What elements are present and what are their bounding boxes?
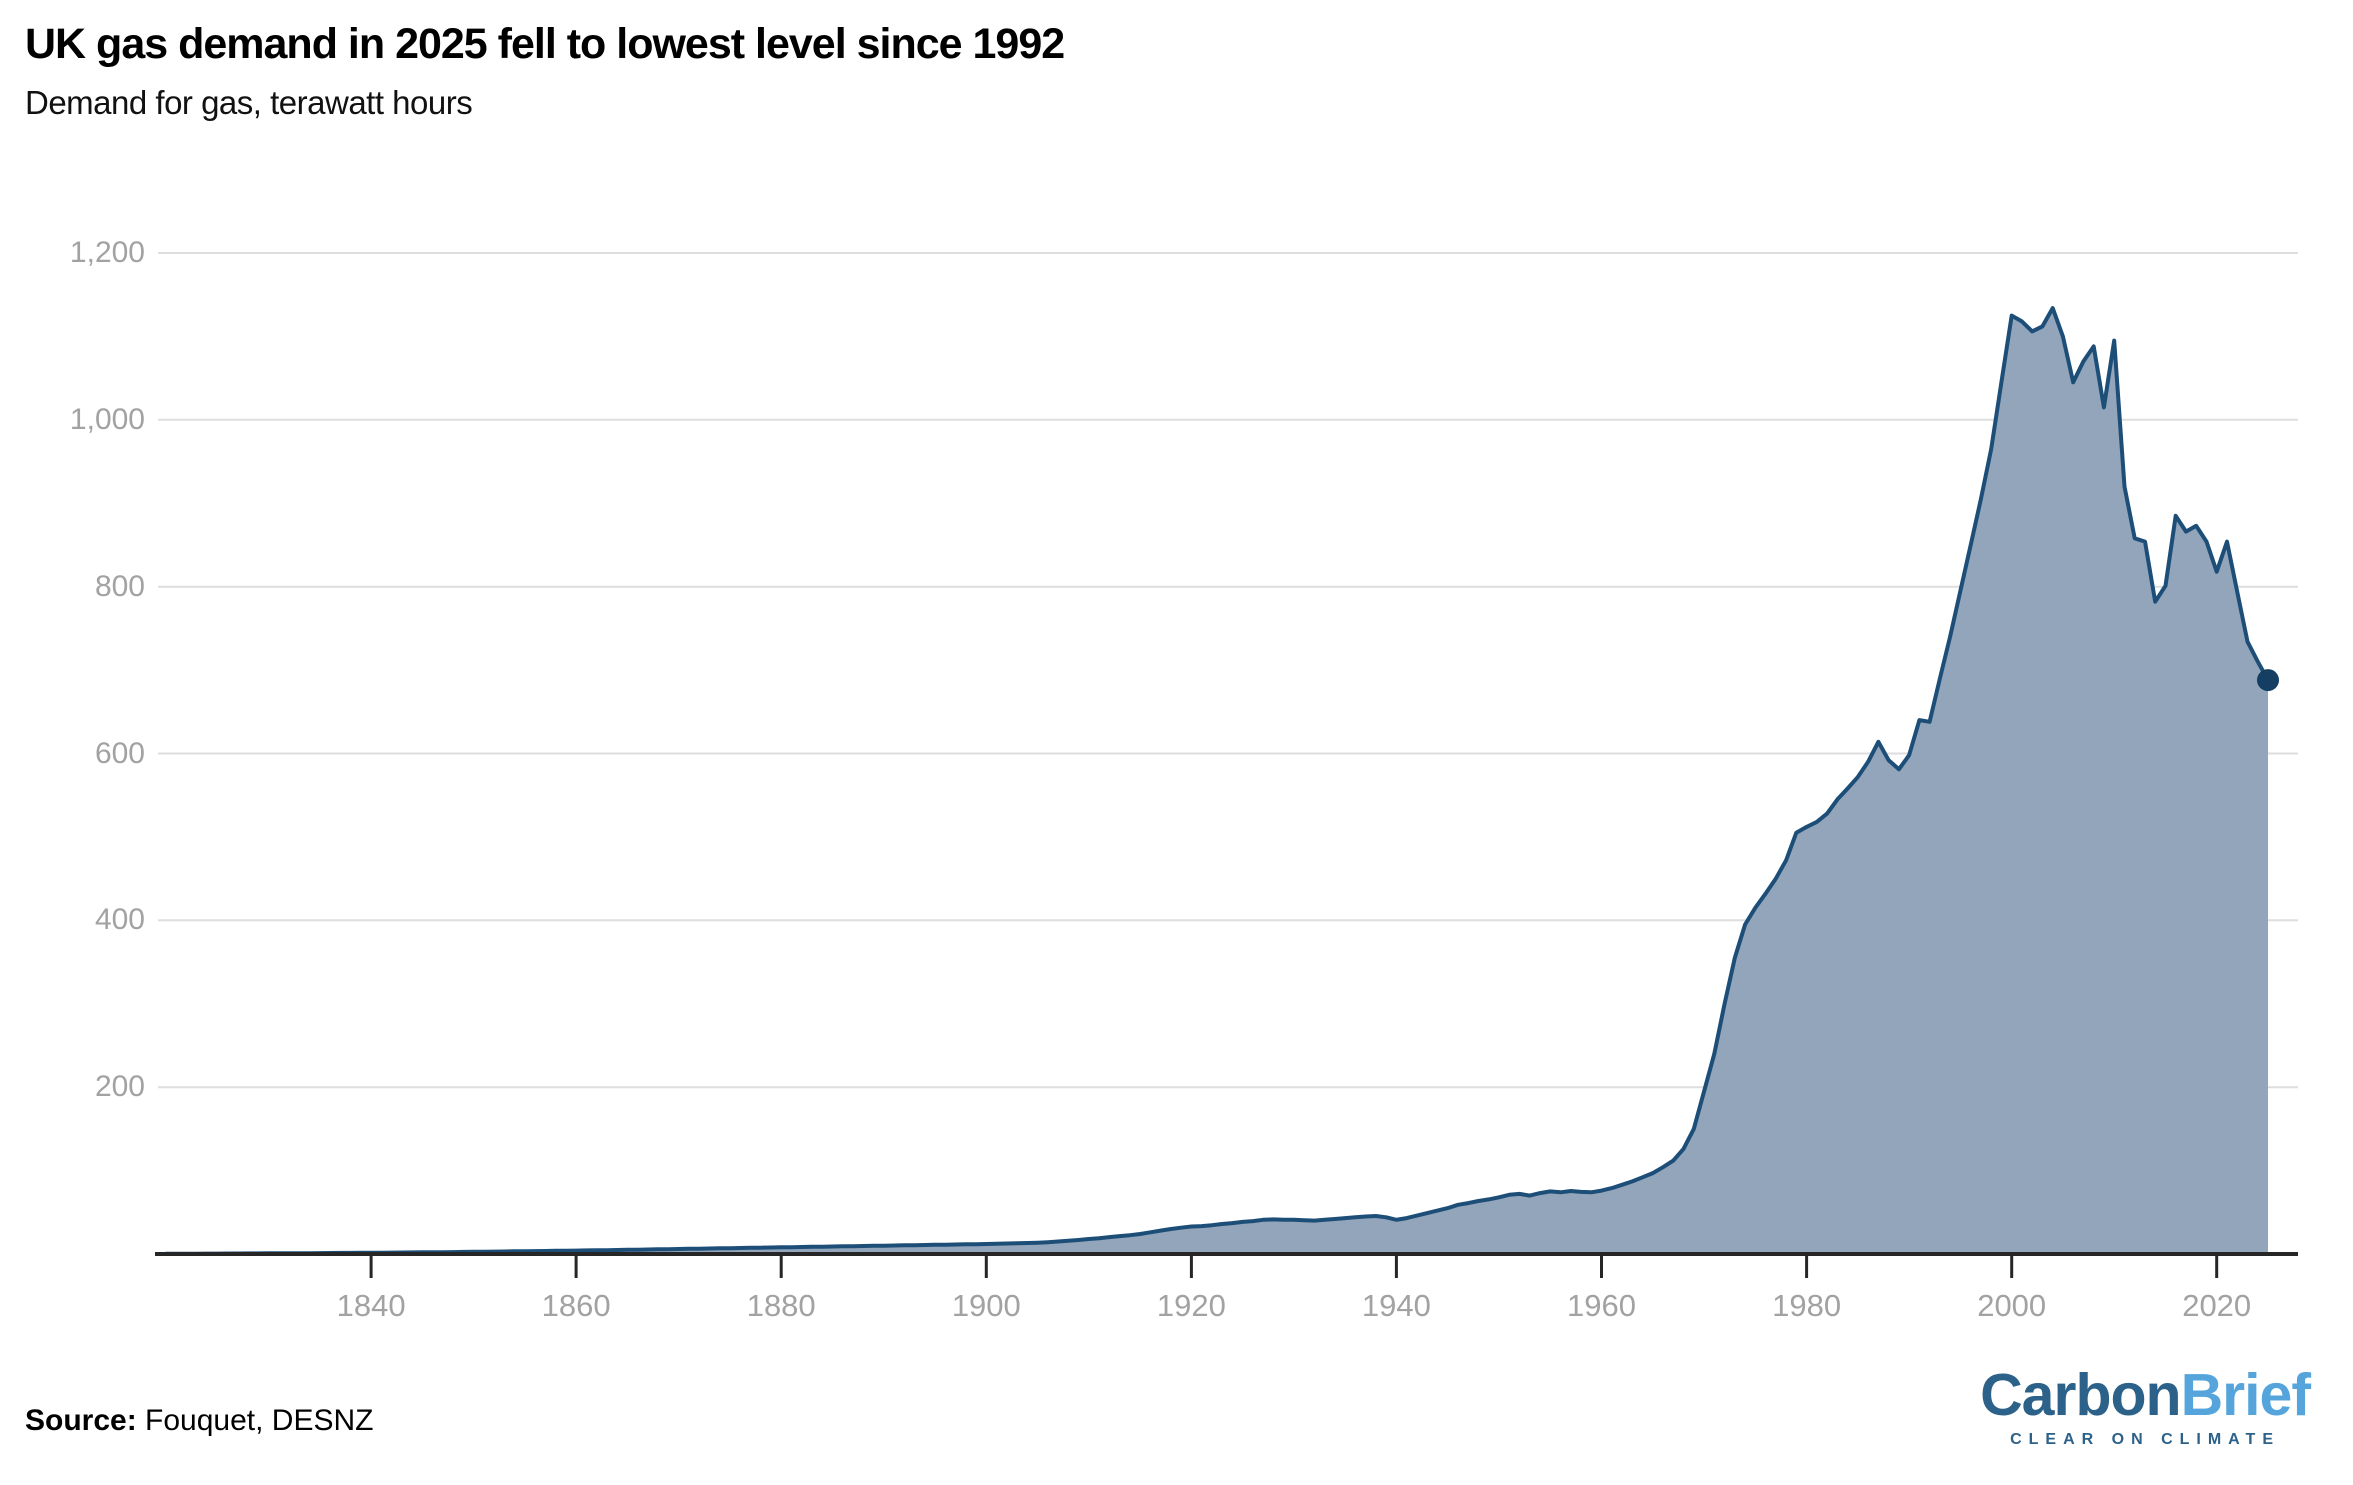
- y-axis-label-200: 200: [94, 1070, 145, 1104]
- demand-line: [164, 306, 2270, 1256]
- x-axis-label-1940: 1940: [1361, 1288, 1431, 1323]
- y-axis-label-1200: 1,200: [69, 236, 145, 269]
- y-axis-label-800: 800: [94, 569, 145, 603]
- chart-subtitle: Demand for gas, terawatt hours: [25, 84, 473, 121]
- source-text: Fouquet, DESNZ: [136, 1404, 374, 1437]
- x-axis-label-1980: 1980: [1772, 1288, 1842, 1323]
- demand-area-fill: [166, 308, 2268, 1255]
- end-point-dot: [2257, 669, 2279, 692]
- logo-tagline: CLEAR ON CLIMATE: [2010, 1431, 2280, 1448]
- x-axis-label-1920: 1920: [1156, 1288, 1226, 1323]
- x-axis-label-1860: 1860: [541, 1288, 611, 1323]
- chart-title: UK gas demand in 2025 fell to lowest lev…: [25, 20, 1065, 68]
- y-axis-label-400: 400: [94, 903, 145, 937]
- source-label: Source:: [25, 1404, 137, 1437]
- x-axis-label-1900: 1900: [951, 1288, 1021, 1323]
- source-line: Source: Fouquet, DESNZ: [25, 1404, 373, 1438]
- x-axis-label-1840: 1840: [336, 1288, 406, 1323]
- logo-word-carbon: Carbon: [1980, 1362, 2181, 1428]
- carbonbrief-logo: CarbonBrief CLEAR ON CLIMATE: [1980, 1366, 2311, 1449]
- y-axis-label-600: 600: [94, 736, 145, 770]
- logo-word-brief: Brief: [2180, 1362, 2311, 1428]
- x-axis-label-2000: 2000: [1977, 1288, 2047, 1323]
- x-axis-label-2020: 2020: [2182, 1288, 2252, 1323]
- x-axis-label-1880: 1880: [746, 1288, 816, 1323]
- x-axis-label-1960: 1960: [1567, 1288, 1636, 1323]
- y-axis-label-1000: 1,000: [69, 402, 145, 436]
- carbonbrief-wordmark: CarbonBrief: [1980, 1366, 2311, 1425]
